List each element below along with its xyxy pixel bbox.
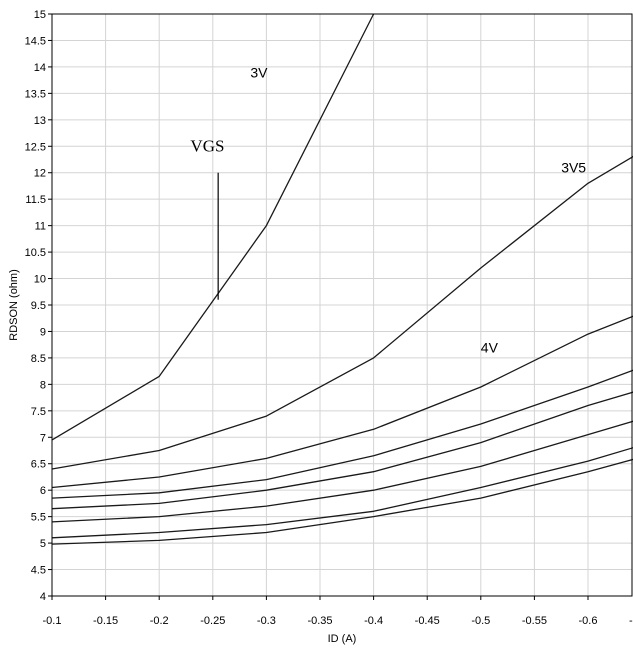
series-line-8v (51, 447, 633, 539)
y-tick-label: 6 (40, 485, 46, 497)
y-tick-label: 14 (34, 62, 46, 74)
y-tick-labels: 4 4.5 5 5.5 6 6.5 7 7.5 8 8.5 9 9.5 10 10.5 11 11.5 12 12… (25, 9, 52, 603)
x-tick-label: -0.4 (364, 615, 383, 627)
x-tick-label: -0.1 (43, 615, 62, 627)
y-tick-label: 4 (40, 591, 46, 603)
series-line-4v (51, 315, 633, 489)
y-tick-label: 9.5 (31, 300, 46, 312)
y-tick-label: 15 (34, 9, 46, 21)
x-tick-label: -0.5 (471, 615, 490, 627)
x-tick-label: -0.35 (307, 615, 332, 627)
y-tick-label: 12 (34, 168, 46, 180)
x-axis-label: ID (A) (328, 633, 357, 645)
y-tick-label: 6.5 (31, 459, 46, 471)
series-lines (51, 13, 633, 545)
y-tick-label: 8.5 (31, 353, 46, 365)
series-line-3v (51, 13, 375, 441)
series-line-3v5 (51, 155, 633, 470)
x-tick-label: -0.6 (579, 615, 598, 627)
x-tick-label: -0.65 (629, 615, 633, 627)
series-labels: 3V3V54V4V55V6V8V10V (250, 64, 586, 356)
y-tick-label: 13 (34, 115, 46, 127)
y-tick-label: 10 (34, 274, 46, 286)
y-tick-label: 7.5 (31, 406, 46, 418)
x-tick-label: -0.15 (93, 615, 118, 627)
y-tick-label: 11.5 (25, 194, 46, 206)
series-line-6v (51, 420, 633, 523)
y-tick-label: 12.5 (25, 141, 46, 153)
x-tick-label: -0.25 (200, 615, 225, 627)
y-tick-label: 9 (40, 326, 46, 338)
y-tick-label: 4.5 (31, 565, 46, 577)
vgs-label: VGS (190, 137, 224, 156)
x-tick-label: -0.55 (522, 615, 547, 627)
vgs-annotation: VGS (190, 137, 224, 300)
y-tick-label: 10.5 (25, 247, 46, 259)
y-tick-label: 5.5 (31, 512, 46, 524)
series-label-3v5: 3V5 (561, 160, 586, 176)
y-tick-label: 7 (40, 432, 46, 444)
x-tick-label: -0.45 (415, 615, 440, 627)
x-tick-label: -0.3 (257, 615, 276, 627)
series-label-3v: 3V (250, 64, 268, 80)
y-tick-label: 5 (40, 538, 46, 550)
y-tick-label: 8 (40, 379, 46, 391)
x-tick-labels: -0.1 -0.15 -0.2 -0.25 -0.3 -0.35 -0.4 -0.45 -0.5… (43, 596, 633, 627)
x-tick-label: -0.2 (150, 615, 169, 627)
series-line-5v (51, 391, 633, 510)
y-tick-label: 11 (35, 221, 46, 233)
series-line-4v5 (51, 369, 633, 499)
y-tick-label: 14.5 (25, 35, 46, 47)
series-line-10v (51, 458, 633, 545)
series-label-4v: 4V (481, 340, 499, 356)
y-axis-label: RDSON (ohm) (8, 269, 20, 341)
y-tick-label: 13.5 (25, 88, 46, 100)
